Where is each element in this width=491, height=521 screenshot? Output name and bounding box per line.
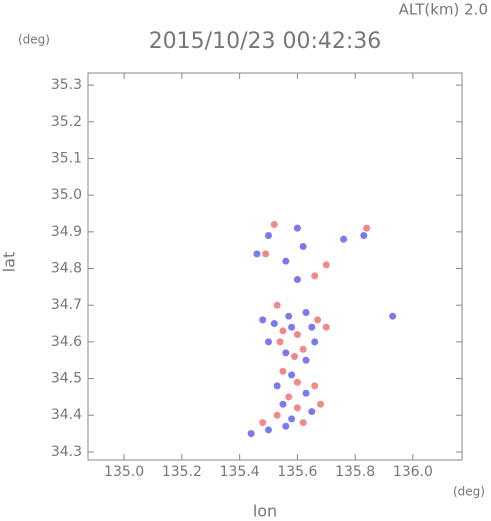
echo-point xyxy=(322,323,330,331)
echo-point xyxy=(302,389,310,397)
echo-point xyxy=(363,224,371,232)
altitude-label: ALT(km) 2.0 xyxy=(399,1,488,19)
echo-point xyxy=(259,419,267,427)
echo-point xyxy=(265,338,273,346)
y-tick-label: 35.2 xyxy=(51,114,82,130)
echo-point xyxy=(282,422,290,430)
echo-point xyxy=(279,327,287,335)
echo-point xyxy=(293,224,301,232)
echo-point xyxy=(293,276,301,284)
x-tick-label: 135.0 xyxy=(104,464,144,480)
echo-point xyxy=(316,400,324,408)
echo-point xyxy=(288,415,296,423)
y-axis-label: lat xyxy=(0,252,19,273)
echo-point xyxy=(273,301,281,309)
echo-point xyxy=(259,316,267,324)
echo-point xyxy=(308,408,316,416)
echo-point xyxy=(299,419,307,427)
y-tick-label: 34.6 xyxy=(51,334,82,350)
echo-point xyxy=(288,323,296,331)
plot-frame xyxy=(87,72,463,461)
y-unit: (deg) xyxy=(18,33,50,47)
y-tick-label: 35.0 xyxy=(51,187,82,203)
echo-point xyxy=(276,338,284,346)
echo-point xyxy=(299,345,307,353)
y-tick-label: 35.3 xyxy=(51,77,82,93)
echo-point xyxy=(273,411,281,419)
echo-point xyxy=(311,272,319,280)
x-axis-label: lon xyxy=(253,502,277,521)
echo-point xyxy=(322,261,330,269)
echo-point xyxy=(290,353,298,361)
x-tick-label: 136.0 xyxy=(393,464,433,480)
echo-point xyxy=(311,338,319,346)
x-tick-label: 135.2 xyxy=(162,464,202,480)
echo-point xyxy=(279,400,287,408)
echo-point xyxy=(360,232,368,240)
y-tick-label: 34.8 xyxy=(51,261,82,277)
echo-point xyxy=(265,232,273,240)
echo-point xyxy=(285,312,293,320)
echo-point xyxy=(265,426,273,434)
echo-point xyxy=(314,316,322,324)
echo-point xyxy=(340,235,348,243)
echo-point xyxy=(389,312,397,320)
y-tick-label: 35.1 xyxy=(51,150,82,166)
echo-point xyxy=(282,257,290,265)
echo-point xyxy=(282,349,290,357)
echo-point xyxy=(293,404,301,412)
echo-point xyxy=(293,331,301,339)
echo-point xyxy=(293,378,301,386)
x-tick-label: 135.6 xyxy=(277,464,317,480)
echo-point xyxy=(262,250,270,258)
y-tick-label: 34.5 xyxy=(51,371,82,387)
echo-point xyxy=(299,243,307,251)
echo-point xyxy=(302,356,310,364)
echo-point xyxy=(302,309,310,317)
x-tick-label: 135.8 xyxy=(335,464,375,480)
echo-point xyxy=(285,393,293,401)
echo-point xyxy=(270,320,278,328)
echo-point xyxy=(273,382,281,390)
echo-point xyxy=(279,367,287,375)
x-tick-label: 135.4 xyxy=(220,464,260,480)
y-tick-label: 34.9 xyxy=(51,224,82,240)
y-tick-label: 34.4 xyxy=(51,407,82,423)
echo-point xyxy=(247,430,255,438)
chart-title: 2015/10/23 00:42:36 xyxy=(149,29,382,54)
echo-point xyxy=(253,250,261,258)
echo-point xyxy=(288,371,296,379)
echo-point xyxy=(311,382,319,390)
y-tick-label: 34.7 xyxy=(51,297,82,313)
echo-point xyxy=(308,323,316,331)
x-unit: (deg) xyxy=(453,485,485,499)
y-tick-label: 34.3 xyxy=(51,444,82,460)
echo-point xyxy=(270,220,278,228)
